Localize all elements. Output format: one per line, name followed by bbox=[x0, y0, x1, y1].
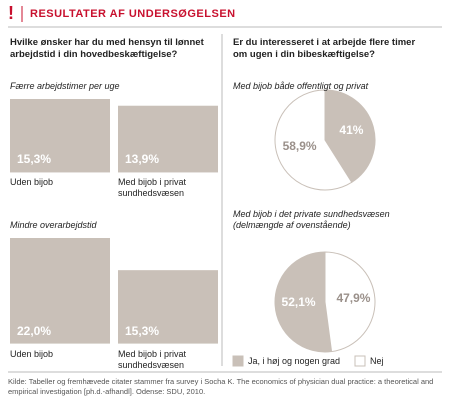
square bbox=[10, 238, 110, 344]
alert-icon: ! bbox=[8, 3, 14, 23]
pie-slice bbox=[274, 251, 333, 353]
value-label: 52,1% bbox=[281, 294, 316, 309]
value-label: 13,9% bbox=[125, 152, 160, 167]
square bbox=[118, 270, 218, 344]
value-label: 41% bbox=[339, 123, 364, 138]
subtitle: Med bijob i det private sundhedsvæsen (d… bbox=[233, 209, 390, 230]
value-label: 58,9% bbox=[282, 138, 317, 153]
category-label: Med bijob i privat sundhedsvæsen bbox=[118, 177, 187, 199]
value-label: 22,0% bbox=[17, 323, 52, 338]
square bbox=[10, 99, 110, 173]
source: Kilde: Tabeller og fremhævede citater st… bbox=[8, 377, 434, 396]
category-label: Uden bijob bbox=[10, 348, 54, 359]
subtitle: Med bijob både offentligt og privat bbox=[233, 81, 369, 91]
value-label: 15,3% bbox=[125, 323, 160, 338]
legend-label: Ja, i høj og nogen grad bbox=[248, 356, 341, 366]
legend-label: Nej bbox=[370, 356, 384, 366]
pie-slice bbox=[274, 89, 353, 191]
question: Er du interesseret i at arbejde flere ti… bbox=[233, 37, 416, 60]
legend-swatch bbox=[232, 355, 244, 367]
title: RESULTATER AF UNDERSØGELSEN bbox=[30, 8, 236, 20]
subtitle: Færre arbejdstimer per uge bbox=[10, 81, 120, 91]
legend-swatch bbox=[354, 355, 366, 367]
value-label: 47,9% bbox=[336, 291, 371, 306]
square bbox=[118, 105, 218, 173]
value-label: 15,3% bbox=[17, 152, 52, 167]
subtitle: Mindre overarbejdstid bbox=[10, 220, 97, 230]
category-label: Med bijob i privat sundhedsvæsen bbox=[118, 348, 187, 370]
question: Hvilke ønsker har du med hensyn til lønn… bbox=[10, 37, 204, 60]
category-label: Uden bijob bbox=[10, 177, 54, 188]
pie-slice bbox=[324, 251, 376, 353]
